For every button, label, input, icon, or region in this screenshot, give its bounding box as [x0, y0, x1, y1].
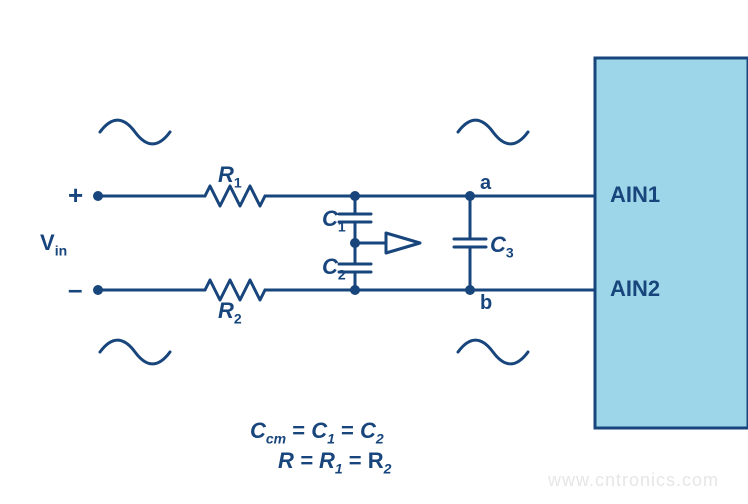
c2-c: C — [322, 254, 338, 279]
vin-v: V — [40, 230, 55, 255]
label-node-a: a — [480, 172, 491, 195]
equation-line2: R = R1 = R2 — [278, 448, 391, 476]
c3-c: C — [490, 232, 506, 257]
label-r2: R2 — [218, 298, 242, 326]
r1-r: R — [218, 162, 234, 187]
label-node-b: b — [480, 292, 492, 315]
r2-sub: 2 — [234, 310, 242, 326]
eq2-p2: = R — [343, 448, 384, 473]
label-ain2: AIN2 — [610, 276, 660, 302]
eq2-p3: 2 — [384, 460, 392, 476]
eq2-p1: 1 — [335, 460, 343, 476]
r2-r: R — [218, 298, 234, 323]
label-r1: R1 — [218, 162, 242, 190]
c3-sub: 3 — [506, 244, 514, 260]
eq1-p2: = — [286, 418, 311, 443]
vin-sub: in — [55, 242, 67, 258]
watermark: www.cntronics.com — [548, 470, 719, 491]
c1-sub: 1 — [338, 218, 346, 234]
label-c3: C3 — [490, 232, 514, 260]
eq1-p7: 2 — [376, 430, 384, 446]
eq1-p5: = — [335, 418, 360, 443]
label-minus: – — [68, 274, 82, 305]
equation-line1: Ccm = C1 = C2 — [250, 418, 384, 446]
eq1-p1: cm — [266, 430, 286, 446]
r1-sub: 1 — [234, 174, 242, 190]
eq2-p0: R = R — [278, 448, 335, 473]
label-vin: Vin — [40, 230, 67, 258]
label-plus: + — [68, 180, 83, 211]
c1-c: C — [322, 206, 338, 231]
eq1-p3: C — [311, 418, 327, 443]
label-c1: C1 — [322, 206, 346, 234]
label-ain1: AIN1 — [610, 182, 660, 208]
c2-sub: 2 — [338, 266, 346, 282]
label-c2: C2 — [322, 254, 346, 282]
eq1-p6: C — [360, 418, 376, 443]
eq1-p0: C — [250, 418, 266, 443]
eq1-p4: 1 — [327, 430, 335, 446]
